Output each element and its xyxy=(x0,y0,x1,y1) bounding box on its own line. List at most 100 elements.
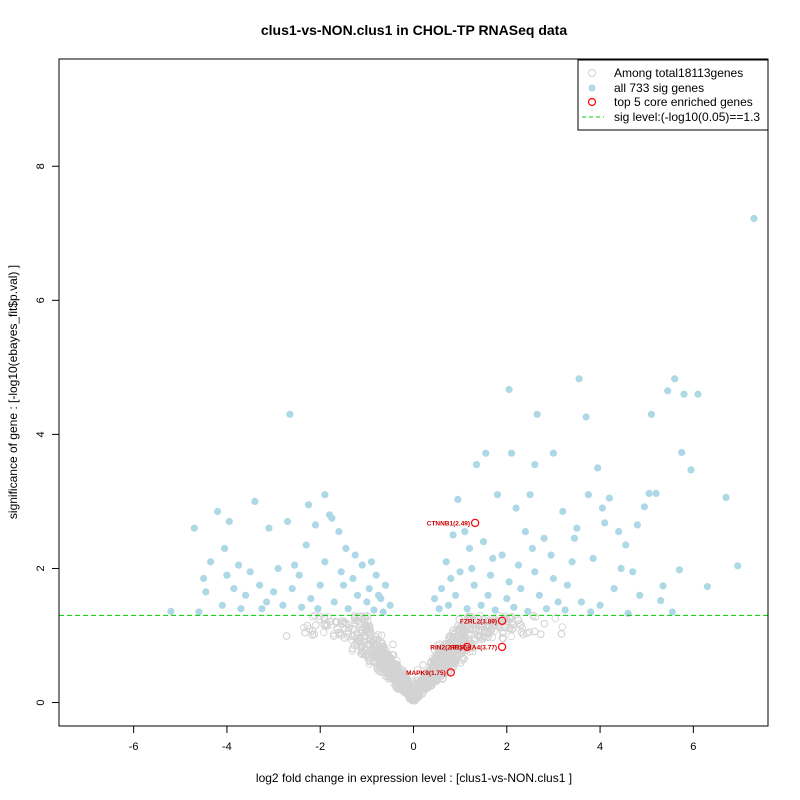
background-point xyxy=(361,646,369,655)
x-tick-label: -2 xyxy=(315,741,325,753)
background-point xyxy=(407,695,416,704)
background-point xyxy=(282,632,291,640)
background-point xyxy=(357,640,365,648)
background-point xyxy=(377,631,386,639)
background-point xyxy=(431,677,440,685)
background-point xyxy=(365,657,374,665)
background-point xyxy=(344,629,353,638)
background-point xyxy=(357,644,366,652)
significant-point xyxy=(284,517,292,526)
background-point xyxy=(300,623,308,632)
background-point xyxy=(424,678,432,687)
significant-point xyxy=(540,534,548,542)
significant-point xyxy=(316,581,324,589)
significant-point xyxy=(598,504,607,512)
significant-point xyxy=(531,568,539,576)
significant-point xyxy=(207,558,215,566)
significant-point xyxy=(640,503,649,511)
significant-point xyxy=(314,605,322,613)
significant-point xyxy=(351,551,359,559)
significant-point xyxy=(594,464,602,472)
significant-point xyxy=(291,561,299,569)
background-point xyxy=(373,649,381,657)
core-point xyxy=(497,616,507,626)
background-point xyxy=(557,630,566,638)
significant-point xyxy=(330,598,338,606)
significant-point xyxy=(512,504,520,512)
background-point xyxy=(348,625,356,633)
significant-point xyxy=(465,544,474,553)
background-point xyxy=(358,626,366,634)
background-point xyxy=(453,642,461,650)
x-tick-label: -6 xyxy=(129,741,139,753)
legend-item-core: top 5 core enriched genes xyxy=(587,95,753,109)
significant-point xyxy=(633,521,642,529)
significant-point xyxy=(256,581,264,589)
significant-point xyxy=(636,591,644,599)
significant-point xyxy=(575,375,583,383)
significant-point xyxy=(379,608,387,616)
significant-point xyxy=(251,497,259,505)
significant-point xyxy=(596,601,604,609)
background-point xyxy=(345,624,353,632)
background-point xyxy=(441,668,449,677)
background-point xyxy=(446,655,454,663)
core-point xyxy=(497,642,507,652)
significant-point xyxy=(722,493,730,501)
background-point xyxy=(374,631,382,639)
background-point xyxy=(460,655,468,663)
x-tick-label: 6 xyxy=(690,741,696,753)
background-point xyxy=(517,628,526,636)
significant-point xyxy=(237,605,245,613)
significant-point xyxy=(437,585,446,593)
significant-point xyxy=(270,588,278,596)
background-point xyxy=(466,615,475,624)
background-point xyxy=(438,645,446,653)
significant-points xyxy=(167,214,758,618)
background-point xyxy=(484,633,492,641)
significant-point xyxy=(381,581,390,589)
background-point xyxy=(386,673,395,681)
core-point xyxy=(470,518,480,528)
significant-point xyxy=(265,524,273,532)
background-point xyxy=(343,620,351,628)
background-point xyxy=(337,631,345,640)
background-point xyxy=(519,630,527,639)
x-tick-label: -4 xyxy=(222,741,232,753)
significant-point xyxy=(568,558,576,566)
significant-point xyxy=(258,605,266,613)
core-gene-labels: CTNNB1(2.49) FZRL2(3.89) RPS6KA4(3.77)RIN2… xyxy=(406,520,497,677)
background-point xyxy=(381,658,389,667)
background-point xyxy=(333,625,342,633)
background-point xyxy=(484,623,492,631)
significant-point xyxy=(517,585,525,593)
significant-point xyxy=(533,410,541,418)
significant-point xyxy=(202,588,210,596)
core-point xyxy=(446,668,455,677)
significant-point xyxy=(559,507,567,516)
background-point xyxy=(316,612,324,620)
background-point xyxy=(310,630,318,638)
y-tick-label: 0 xyxy=(35,699,47,705)
background-point xyxy=(446,632,454,640)
background-point xyxy=(483,617,491,626)
significant-point xyxy=(664,387,672,395)
core-gene-label: CTNNB1(2.49) xyxy=(427,520,470,527)
background-point xyxy=(507,632,515,641)
significant-point xyxy=(482,449,490,457)
background-point xyxy=(386,674,394,682)
significant-point xyxy=(617,564,625,573)
significant-point xyxy=(622,541,630,549)
background-point xyxy=(499,629,507,637)
significant-point xyxy=(505,385,513,394)
core-point xyxy=(462,642,472,652)
significant-point xyxy=(447,574,455,583)
significant-point xyxy=(461,528,469,536)
significant-point xyxy=(367,558,376,566)
significant-point xyxy=(454,495,462,503)
background-point xyxy=(444,651,453,659)
x-tick-label: 2 xyxy=(504,741,510,753)
significant-point xyxy=(491,606,499,614)
background-point xyxy=(498,634,507,642)
